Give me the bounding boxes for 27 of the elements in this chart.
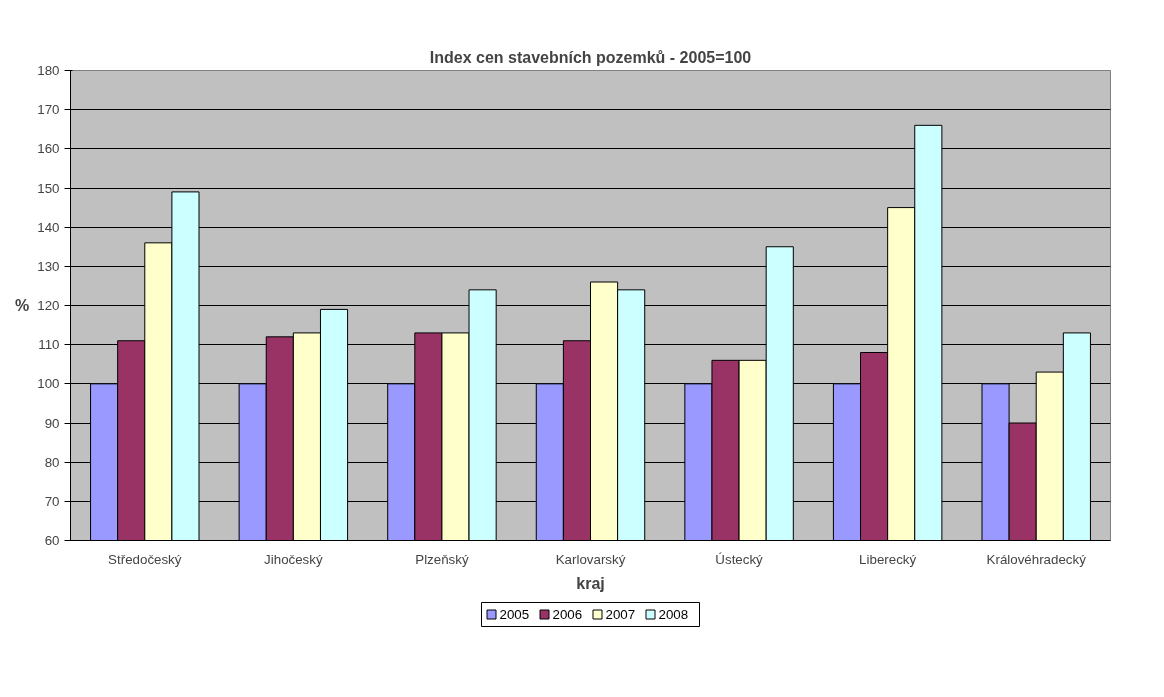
y-tick-label: 120 (37, 298, 60, 313)
x-tick-label: Královéhradecký (986, 551, 1087, 567)
x-tick-label: Karlovarský (555, 551, 626, 567)
y-tick-label: 110 (38, 337, 60, 353)
y-tick-label: 60 (44, 533, 60, 548)
y-tick-label: 100 (37, 376, 60, 392)
y-tick-label: 150 (37, 180, 60, 196)
legend-label: 2007 (605, 607, 636, 622)
legend-label: 2006 (552, 607, 583, 622)
y-axis-title: % (15, 297, 30, 314)
x-tick-label: Jihočeský (264, 551, 323, 567)
legend-label: 2005 (499, 607, 530, 622)
y-tick-label: 80 (44, 454, 60, 470)
legend-label: 2008 (658, 607, 689, 622)
y-tick-label: 180 (37, 63, 60, 78)
y-tick-label: 140 (37, 219, 60, 235)
y-tick-label: 90 (44, 415, 60, 431)
x-tick-label: Středočeský (108, 551, 182, 567)
x-tick-label: Liberecký (859, 551, 917, 567)
x-tick-label: Plzeňský (415, 551, 469, 567)
y-tick-label: 130 (37, 258, 60, 274)
x-tick-label: Ústecký (715, 551, 764, 567)
x-axis-title: kraj (576, 574, 605, 592)
y-tick-label: 170 (37, 102, 60, 118)
chart-title: Index cen stavebních pozemků - 2005=100 (429, 48, 752, 66)
y-tick-label: 160 (37, 141, 60, 157)
y-tick-label: 70 (44, 493, 60, 509)
